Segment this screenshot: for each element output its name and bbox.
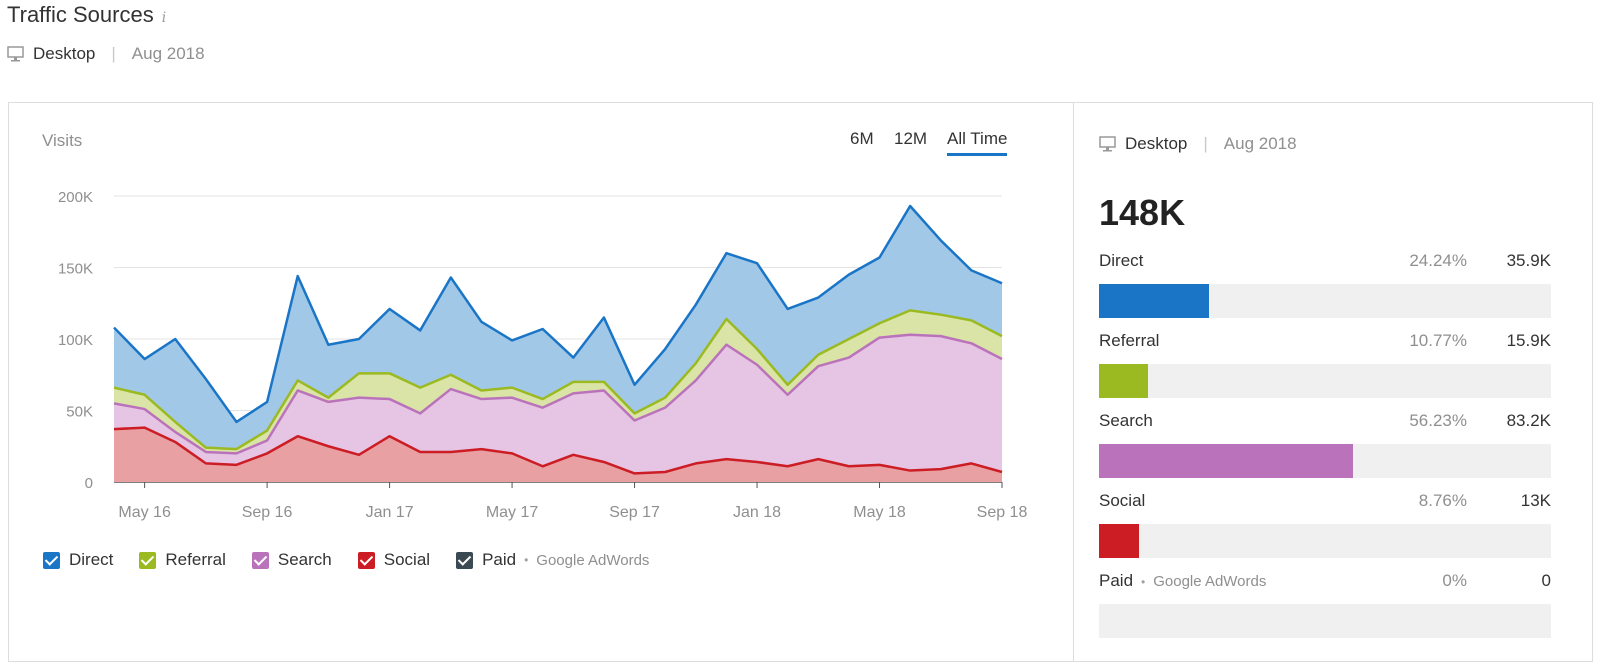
bar-fill-direct [1099,284,1209,318]
checkbox-checked-icon[interactable] [139,551,157,569]
legend-item-paid[interactable]: Paid • Google AdWords [456,550,649,570]
checkbox-checked-icon[interactable] [456,551,474,569]
y-axis-title: Visits [42,131,83,150]
source-row-referral: Referral 10.77% 15.9K [1099,331,1551,398]
line-search [113,333,1003,455]
y-tick-label: 100K [58,332,93,349]
source-name: Direct [1099,251,1144,270]
line-referral [113,309,1003,451]
date-label: Aug 2018 [1223,134,1297,153]
panel-divider [1073,103,1074,661]
info-icon[interactable]: i [161,10,167,26]
bar-track [1099,284,1551,318]
device-label: Desktop [1125,134,1188,153]
source-row-paid: Paid • Google AdWords 0% 0 [1099,571,1551,638]
legend-label: Direct [69,550,114,569]
y-tick-label: 50K [66,404,93,421]
device-label: Desktop [33,44,96,63]
x-tick-label: Jan 18 [733,504,781,521]
separator: | [111,44,116,63]
line-social [113,426,1003,475]
bullet-separator: • [524,553,529,567]
traffic-card: 0 50K 100K 150K 200K May 16 Sep 16 Jan 17 May 17… [8,102,1593,662]
bar-track [1099,364,1551,398]
y-tick-label: 0 [85,475,93,492]
page-title: Traffic Sources [7,2,154,27]
date-label: Aug 2018 [131,44,205,63]
y-tick-label: 200K [58,189,93,206]
line-direct [113,204,1003,424]
area-social [114,427,1002,482]
source-name: Social [1099,491,1146,510]
source-row-direct: Direct 24.24% 35.9K [1099,251,1551,318]
legend-note: Google AdWords [536,551,650,569]
x-tick-label: May 16 [118,504,171,521]
device-date-row: Desktop | Aug 2018 [7,44,205,64]
bar-track [1099,604,1551,638]
source-note: Google AdWords [1153,573,1267,590]
source-percent: 56.23% [1409,411,1467,430]
checkbox-checked-icon[interactable] [357,551,375,569]
source-row-search: Search 56.23% 83.2K [1099,411,1551,478]
y-tick-label: 150K [58,261,93,278]
x-tick-label: Sep 18 [977,504,1028,521]
bar-fill-referral [1099,364,1148,398]
legend-item-social[interactable]: Social [357,550,431,570]
source-value: 0 [1541,571,1551,590]
monitor-icon [1099,136,1116,152]
separator: | [1203,134,1208,153]
source-name: Referral [1099,331,1160,350]
x-tick-label: Sep 17 [609,504,660,521]
legend-label: Search [277,550,332,569]
breakdown-device-date-row: Desktop | Aug 2018 [1099,134,1297,154]
period-tab-6m[interactable]: 6M [850,129,874,148]
x-tick-label: Jan 17 [366,504,414,521]
source-name: Search [1099,411,1153,430]
source-percent: 0% [1442,571,1467,590]
bar-fill-social [1099,524,1139,558]
x-tick-label: Sep 16 [242,504,293,521]
bar-track [1099,444,1551,478]
source-name: Paid [1099,571,1134,590]
checkbox-checked-icon[interactable] [43,551,60,569]
bar-track [1099,524,1551,558]
source-value: 13K [1520,491,1551,510]
period-tab-all-time[interactable]: All Time [947,129,1008,156]
source-percent: 24.24% [1409,251,1467,270]
total-visits: 148K [1099,192,1186,233]
monitor-icon [7,46,24,62]
period-tab-12m[interactable]: 12M [894,129,928,148]
legend-item-referral[interactable]: Referral [139,550,226,570]
legend-label: Paid [482,550,517,569]
source-row-social: Social 8.76% 13K [1099,491,1551,558]
x-tick-label: May 18 [853,504,906,521]
bullet-separator: • [1141,575,1146,589]
traffic-area-chart: 0 50K 100K 150K 200K May 16 Sep 16 Jan 17 May 17… [58,189,1028,521]
checkbox-checked-icon[interactable] [251,551,269,569]
source-percent: 8.76% [1418,491,1467,510]
bar-fill-search [1099,444,1354,478]
legend-item-search[interactable]: Search [251,550,332,570]
chart-legend: Direct Referral Search Social Paid • Goo… [43,550,675,570]
legend-item-direct[interactable]: Direct [43,550,113,570]
source-value: 35.9K [1506,251,1551,270]
source-value: 83.2K [1506,411,1551,430]
source-percent: 10.77% [1409,331,1467,350]
title-row: Traffic Sources i [7,2,166,28]
area-search [114,334,1002,482]
source-value: 15.9K [1506,331,1551,350]
x-tick-label: May 17 [486,504,539,521]
legend-label: Social [383,550,431,569]
legend-label: Referral [165,550,226,569]
